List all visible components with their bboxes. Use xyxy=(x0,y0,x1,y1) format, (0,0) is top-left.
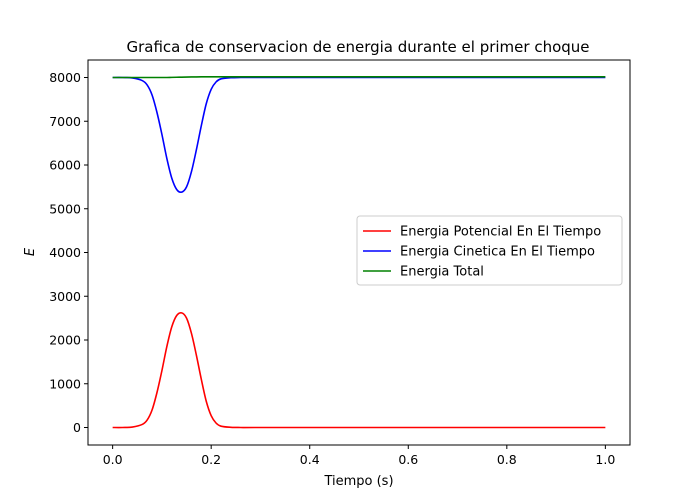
series-layer xyxy=(112,76,606,429)
y-tick-label: 3000 xyxy=(49,289,81,304)
y-tick-label: 1000 xyxy=(49,376,81,391)
x-tick-label: 0.4 xyxy=(300,452,320,467)
x-axis-label: Tiempo (s) xyxy=(323,474,393,489)
y-tick-label: 5000 xyxy=(49,201,81,216)
y-tick-label: 8000 xyxy=(49,70,81,85)
series-line-2 xyxy=(112,76,606,79)
legend-entries: Energia Potencial En El Tiempo Energia Ci… xyxy=(363,225,601,280)
y-axis-label: E xyxy=(23,247,38,256)
x-tick-label: 0.8 xyxy=(497,452,517,467)
y-tick-label: 0 xyxy=(73,420,81,435)
x-tick-label: 0.2 xyxy=(201,452,221,467)
legend-box xyxy=(356,215,623,286)
x-tick-label: 0.6 xyxy=(398,452,418,467)
y-tick-label: 4000 xyxy=(49,245,81,260)
x-tick-label: 0.0 xyxy=(103,452,123,467)
chart-title: Grafica de conservacion de energia duran… xyxy=(126,38,589,56)
y-axis-ticks: 0 1000 2000 3000 4000 5000 6000 7000 8000 xyxy=(49,70,88,435)
legend-label: Energia Potencial En El Tiempo xyxy=(400,225,601,240)
series-line-0 xyxy=(112,311,606,429)
y-tick-label: 7000 xyxy=(49,114,81,129)
y-tick-label: 6000 xyxy=(49,158,81,173)
legend-label: Energia Total xyxy=(400,265,484,280)
x-axis-ticks: 0.0 0.2 0.4 0.6 0.8 1.0 xyxy=(103,445,615,467)
y-tick-label: 2000 xyxy=(49,333,81,348)
legend: Energia Potencial En El Tiempo Energia Ci… xyxy=(356,215,623,286)
x-tick-label: 1.0 xyxy=(595,452,615,467)
legend-label: Energia Cinetica En El Tiempo xyxy=(400,245,595,260)
